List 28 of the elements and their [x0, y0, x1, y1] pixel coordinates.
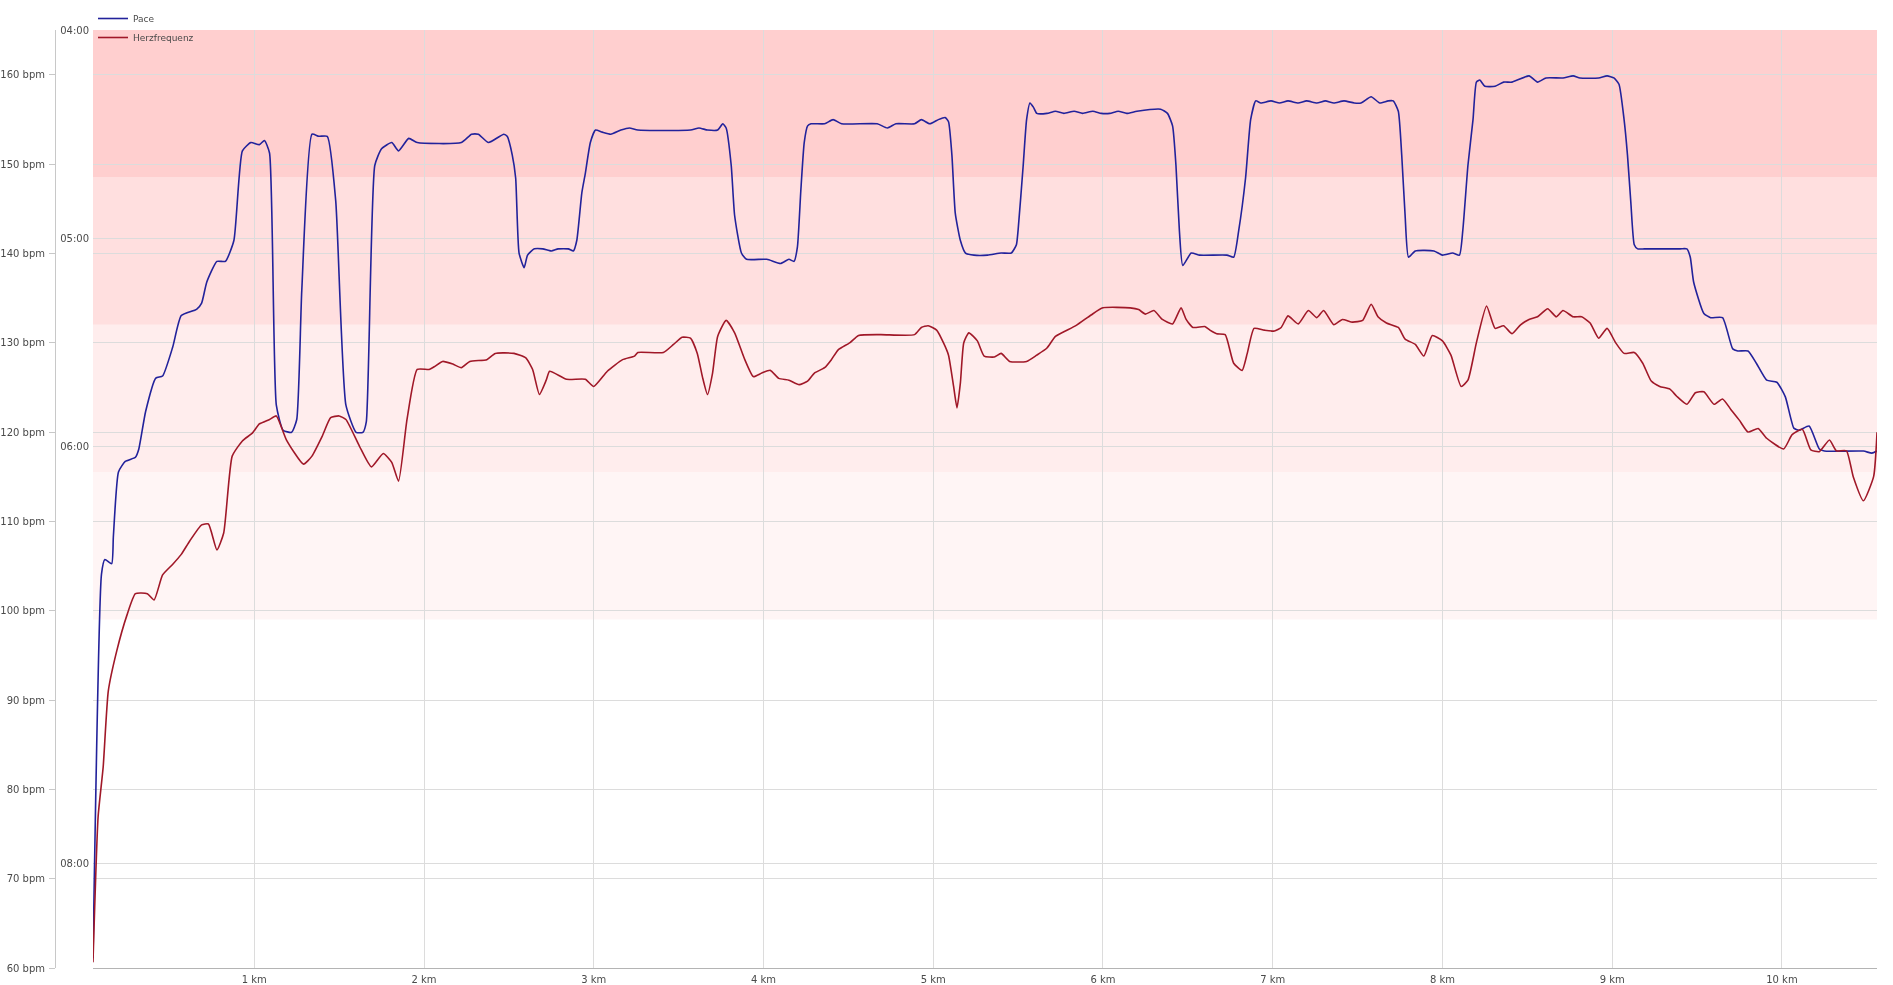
y2-tick-label: 150 bpm [0, 158, 45, 170]
line-series [93, 303, 1877, 963]
y-tick-label: 05:00 [60, 232, 89, 244]
y2-tick-label: 100 bpm [0, 605, 45, 617]
y2-tick-label: 140 bpm [0, 247, 45, 259]
y2-tick-label: 60 bpm [6, 962, 45, 974]
x-tick-label: 2 km [411, 974, 437, 985]
x-tick-label: 7 km [1260, 974, 1286, 985]
y2-tick-label: 130 bpm [0, 337, 45, 349]
y2-tick-label: 80 bpm [6, 783, 45, 795]
x-tick-label: 5 km [920, 974, 946, 985]
x-tick-label: 10 km [1766, 974, 1798, 985]
x-tick-label: 9 km [1599, 974, 1625, 985]
y-tick-label: 04:00 [60, 24, 89, 36]
y2-tick-label: 160 bpm [0, 69, 45, 81]
y2-tick-label: 110 bpm [0, 515, 45, 527]
x-tick-label: 3 km [581, 974, 607, 985]
x-tick-label: 8 km [1429, 974, 1455, 985]
x-tick-label: 1 km [241, 974, 267, 985]
x-tick-label: 6 km [1090, 974, 1116, 985]
x-tick-label: 4 km [750, 974, 777, 985]
legend-label: Pace [133, 14, 155, 25]
y2-tick-label: 70 bpm [6, 873, 45, 885]
y2-tick-label: 120 bpm [0, 426, 45, 438]
legend-label: Herzfrequenz [133, 33, 194, 44]
y-tick-label: 08:00 [60, 858, 89, 870]
y2-tick-label: 90 bpm [6, 694, 45, 706]
y-tick-label: 06:00 [60, 441, 89, 453]
